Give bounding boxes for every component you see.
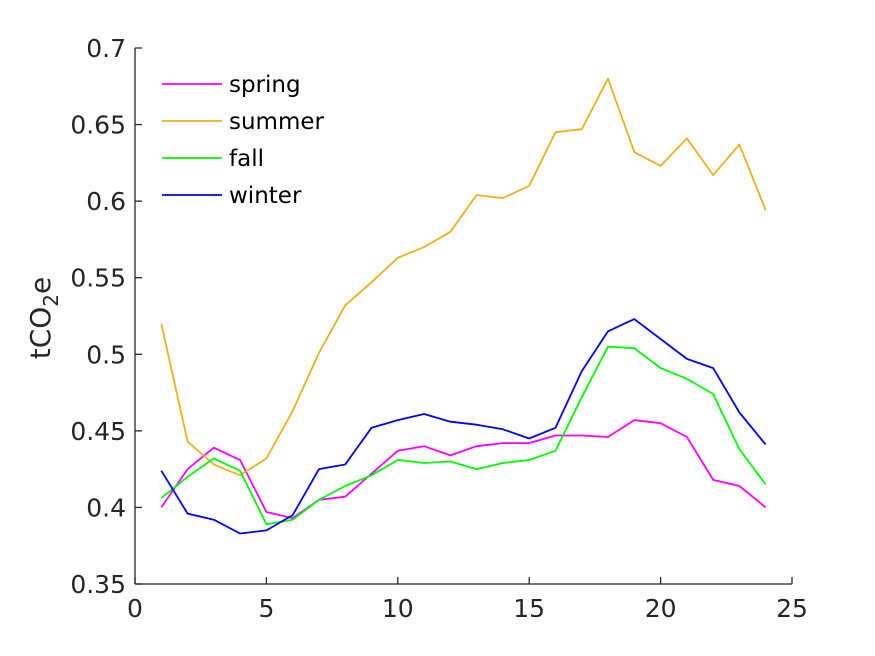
x-tick-label: 20 — [645, 594, 677, 623]
series-line-spring — [160, 419, 767, 519]
y-tick-label: 0.45 — [70, 417, 126, 446]
y-tick-label: 0.55 — [70, 264, 126, 293]
legend-label-fall: fall — [229, 146, 264, 172]
x-tick-label: 15 — [513, 594, 545, 623]
y-tick-label: 0.35 — [70, 570, 126, 599]
y-tick-label: 0.6 — [86, 187, 126, 216]
y-tick-label: 0.5 — [86, 340, 126, 369]
series-line-winter — [160, 318, 767, 535]
series-layer — [160, 77, 767, 535]
y-axis-label-main: tCO — [24, 307, 57, 360]
series-line-summer — [160, 77, 767, 477]
legend-label-spring: spring — [229, 72, 301, 98]
y-tick-label: 0.7 — [86, 34, 126, 63]
x-tick-label: 10 — [382, 594, 414, 623]
y-axis-label-subscript: 2 — [39, 294, 63, 307]
legend: spring summer fall winter — [162, 72, 325, 209]
x-tick-label: 25 — [776, 594, 808, 623]
y-axis-label-tail: e — [24, 277, 57, 294]
series-line-fall — [160, 345, 767, 526]
y-tick-label: 0.4 — [86, 493, 126, 522]
x-tick-label: 0 — [127, 594, 143, 623]
legend-label-winter: winter — [229, 183, 302, 209]
y-tick-label: 0.65 — [70, 111, 126, 140]
legend-label-summer: summer — [229, 109, 325, 135]
x-tick-label: 5 — [258, 594, 274, 623]
y-axis-label: tCO2e — [24, 277, 63, 360]
axes: 0 5 10 15 20 25 0.35 0.4 0.45 0.5 0.55 0.6 0.65 0.7 — [70, 34, 808, 623]
